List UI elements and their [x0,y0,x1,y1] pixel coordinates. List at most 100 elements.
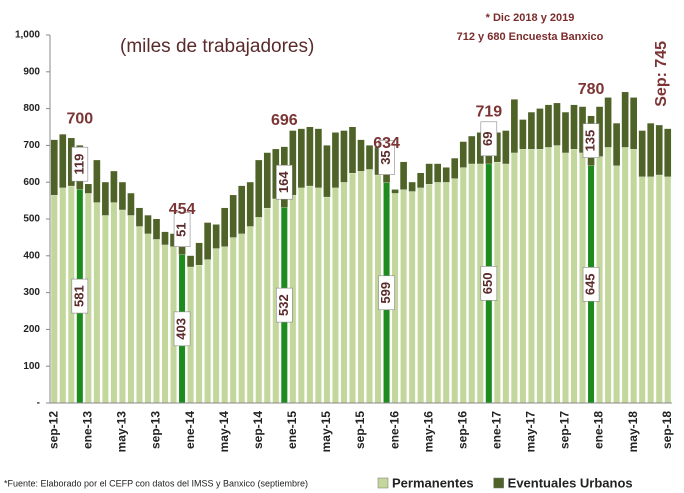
bar-segment [119,182,126,210]
bar-segment [110,202,118,404]
bar-segment [238,185,246,234]
bar-segment [349,127,356,173]
bar-segment [306,185,314,404]
bar-segment [136,207,143,227]
x-tick-label: sep-16 [455,411,469,449]
data-label: 403 [174,318,189,340]
bar-segment [510,152,518,404]
bar-segment [289,130,297,196]
bar-segment [332,132,339,188]
bar-segment [664,176,672,404]
label-box [378,140,395,175]
bar-segment [391,189,399,194]
bar-segment [612,165,621,404]
bar-segment [434,181,442,404]
y-tick-label: 200 [23,324,40,335]
bar-segment [118,209,127,404]
bar-segment [152,238,161,404]
bar-segment [161,244,169,404]
bar-segment [204,222,211,260]
label-box [173,212,191,247]
bar-segment [630,97,637,150]
bar-segment [613,123,620,166]
bar-segment [298,128,305,188]
bar-segment [536,108,544,150]
bar-segment [221,207,228,247]
data-label: 119 [71,154,86,175]
label-box [378,275,395,311]
y-tick-label: 400 [23,250,40,261]
data-label: 35 [378,150,393,164]
y-tick-label: 700 [23,140,40,151]
data-label: 135 [582,130,597,152]
data-label: 51 [174,222,189,236]
bar-segment [195,264,203,404]
x-tick-label: may-15 [319,411,333,453]
source-note: *Fuente: Elaborado por el CEFP con datos… [4,478,308,488]
bar-segment [630,148,638,404]
label-box [173,311,191,347]
legend-label: Eventuales Urbanos [508,475,633,490]
data-label: 69 [480,132,495,146]
total-label: 780 [578,81,605,98]
bar-segment [536,148,544,404]
label-box [480,266,498,301]
bar-segment [212,248,220,404]
bar-segment [562,112,569,153]
bar-segment [135,226,144,404]
bar-segment [527,148,536,404]
bar-segment [502,163,510,404]
label-box [582,123,600,158]
bar-segment [306,127,314,186]
y-tick-label: 900 [23,66,40,77]
x-tick-label: sep-13 [149,411,163,449]
legend-swatch [377,477,389,489]
y-tick-label: 1,000 [15,30,40,41]
bar-segment [246,226,254,404]
x-tick-label: may-14 [217,411,231,453]
bar-segment [366,145,373,170]
bar-segment [494,132,501,162]
bar-segment [144,233,152,404]
bar-segment [195,242,203,265]
legend-swatch [493,477,504,489]
bar-segment [621,92,629,148]
bar-segment [246,182,254,227]
bar-segment [50,194,58,404]
bar-segment [476,132,484,164]
bar-segment [459,141,467,168]
y-tick-label: - [37,398,40,409]
bar-segment [331,187,340,404]
data-label: 532 [276,294,291,316]
x-tick-label: may-13 [115,411,129,453]
bar-segment [238,233,246,404]
x-tick-label: sep-17 [558,411,572,449]
bar-segment [544,146,553,404]
bar-segment [596,106,603,157]
bar-segment [229,195,237,238]
x-tick-label: may-17 [524,411,538,453]
total-label: 454 [169,201,196,218]
x-tick-label: ene-13 [81,411,95,449]
bar-segment [383,169,390,183]
x-tick-label: sep-12 [46,411,60,449]
bar-segment [323,145,331,197]
bar-segment [263,207,271,404]
x-tick-label: ene-16 [387,411,401,449]
bar-segment [468,163,476,404]
data-label: 645 [582,273,597,295]
bar-segment [561,152,570,404]
y-tick-label: 100 [23,361,40,372]
bar-segment [221,246,229,404]
bar-segment [365,169,374,404]
bar-segment [272,149,280,199]
bar-segment [459,167,467,404]
bar-segment [340,181,348,404]
label-box [582,267,600,302]
bar-segment [255,160,263,218]
label-box [71,146,89,182]
bar-segment [528,112,535,150]
x-tick-label: ene-14 [183,411,197,449]
bar-segment [255,216,263,404]
x-tick-label: sep-15 [353,411,367,449]
